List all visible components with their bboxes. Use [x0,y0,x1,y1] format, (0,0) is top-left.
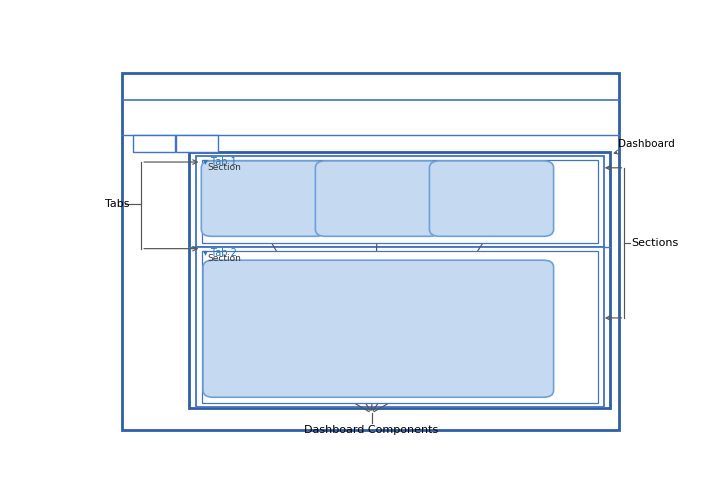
FancyBboxPatch shape [203,260,554,398]
FancyBboxPatch shape [429,161,554,236]
Text: ▾ Tab 2: ▾ Tab 2 [203,248,237,258]
FancyBboxPatch shape [202,161,326,236]
FancyBboxPatch shape [176,135,218,152]
Text: Dashboard Components: Dashboard Components [304,426,439,436]
FancyBboxPatch shape [196,156,604,246]
Text: Sections: Sections [631,238,679,248]
Text: Dashboard: Dashboard [614,139,674,154]
FancyBboxPatch shape [315,161,439,236]
FancyBboxPatch shape [133,135,175,152]
FancyBboxPatch shape [202,160,598,243]
FancyBboxPatch shape [122,74,618,430]
FancyBboxPatch shape [196,246,604,406]
Text: Section: Section [207,254,241,262]
Text: Section: Section [207,163,241,172]
FancyBboxPatch shape [189,152,610,408]
Text: Tabs: Tabs [104,200,129,209]
FancyBboxPatch shape [202,250,598,402]
Text: ▾ Tab 1: ▾ Tab 1 [203,157,237,167]
